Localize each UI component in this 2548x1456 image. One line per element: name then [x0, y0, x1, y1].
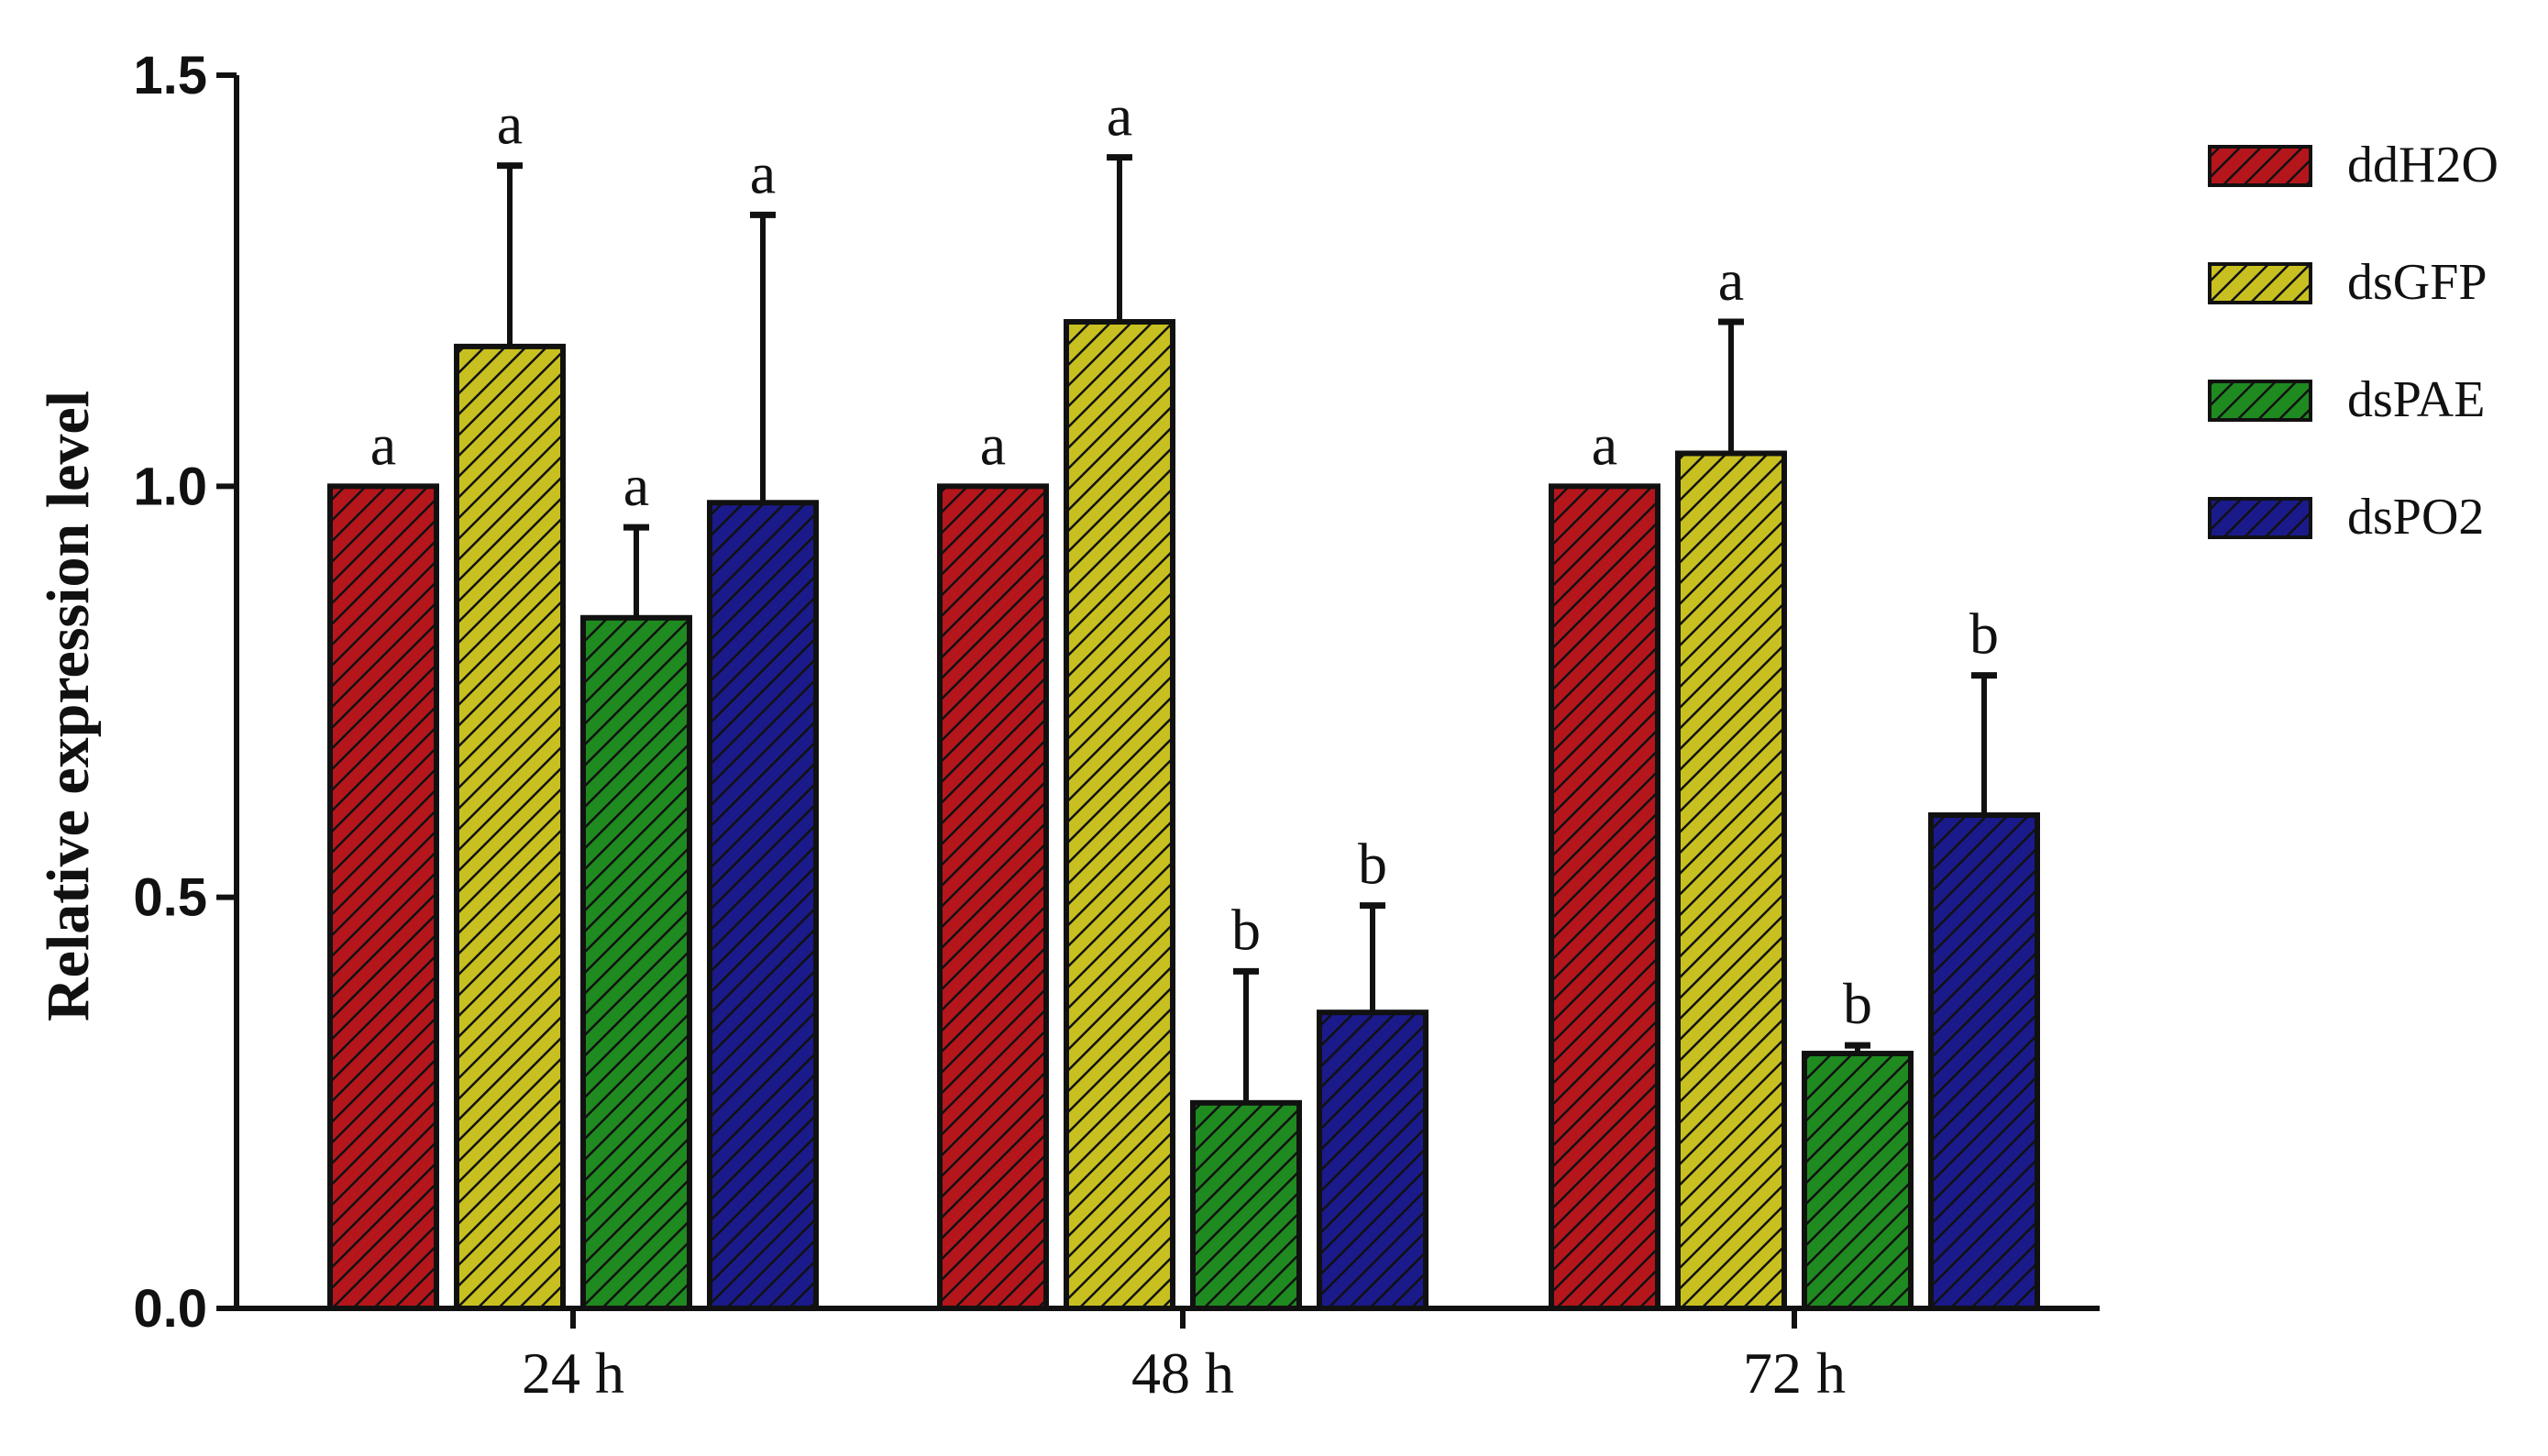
y-tick-label: 1.0 [133, 457, 207, 516]
significance-letter: a [370, 412, 396, 477]
legend-swatch [2208, 262, 2312, 304]
legend: ddH2O dsGFP dsPAE dsPO2 [2208, 137, 2498, 546]
bar-ddh2o-1 [937, 483, 1049, 1311]
legend-label: ddH2O [2347, 137, 2498, 193]
significance-letter: a [1718, 248, 1744, 313]
bar-dspo2-1 [1317, 1009, 1428, 1311]
bar-ddh2o-2 [1549, 483, 1660, 1311]
y-tick-label: 0.0 [133, 1279, 207, 1339]
significance-letter: a [1592, 412, 1617, 477]
y-tick-label: 1.5 [133, 46, 207, 105]
legend-label: dsPO2 [2347, 489, 2484, 546]
x-tick-label: 48 h [1131, 1340, 1234, 1406]
y-axis-label: Relative expression level [35, 391, 102, 1021]
bar-dspae-1 [1190, 1099, 1302, 1312]
legend-label: dsGFP [2347, 254, 2487, 311]
legend-swatch [2208, 145, 2312, 187]
significance-letter: a [497, 92, 523, 157]
significance-letter: a [980, 412, 1006, 477]
bar-dsgfp-1 [1064, 319, 1175, 1311]
x-tick-label: 24 h [522, 1340, 624, 1406]
significance-letter: a [623, 453, 649, 518]
legend-swatch [2208, 497, 2312, 539]
bar-dspae-2 [1802, 1051, 1914, 1311]
bar-dspo2-2 [1928, 812, 2040, 1311]
bar-dspo2-0 [707, 500, 819, 1311]
significance-letter: b [1231, 897, 1261, 962]
y-tick-label: 0.5 [133, 868, 207, 928]
significance-letter: b [1969, 601, 1999, 667]
bar-dspae-0 [580, 614, 692, 1311]
bar-dsgfp-2 [1675, 450, 1787, 1311]
bar-dsgfp-0 [454, 343, 566, 1311]
x-tick-label: 72 h [1743, 1340, 1846, 1406]
significance-letter: b [1843, 971, 1872, 1036]
significance-letter: a [1107, 83, 1132, 149]
legend-label: dsPAE [2347, 371, 2485, 428]
legend-swatch [2208, 380, 2312, 422]
significance-letter: b [1358, 832, 1387, 897]
significance-letter: a [750, 140, 776, 205]
bar-ddh2o-0 [327, 483, 439, 1311]
